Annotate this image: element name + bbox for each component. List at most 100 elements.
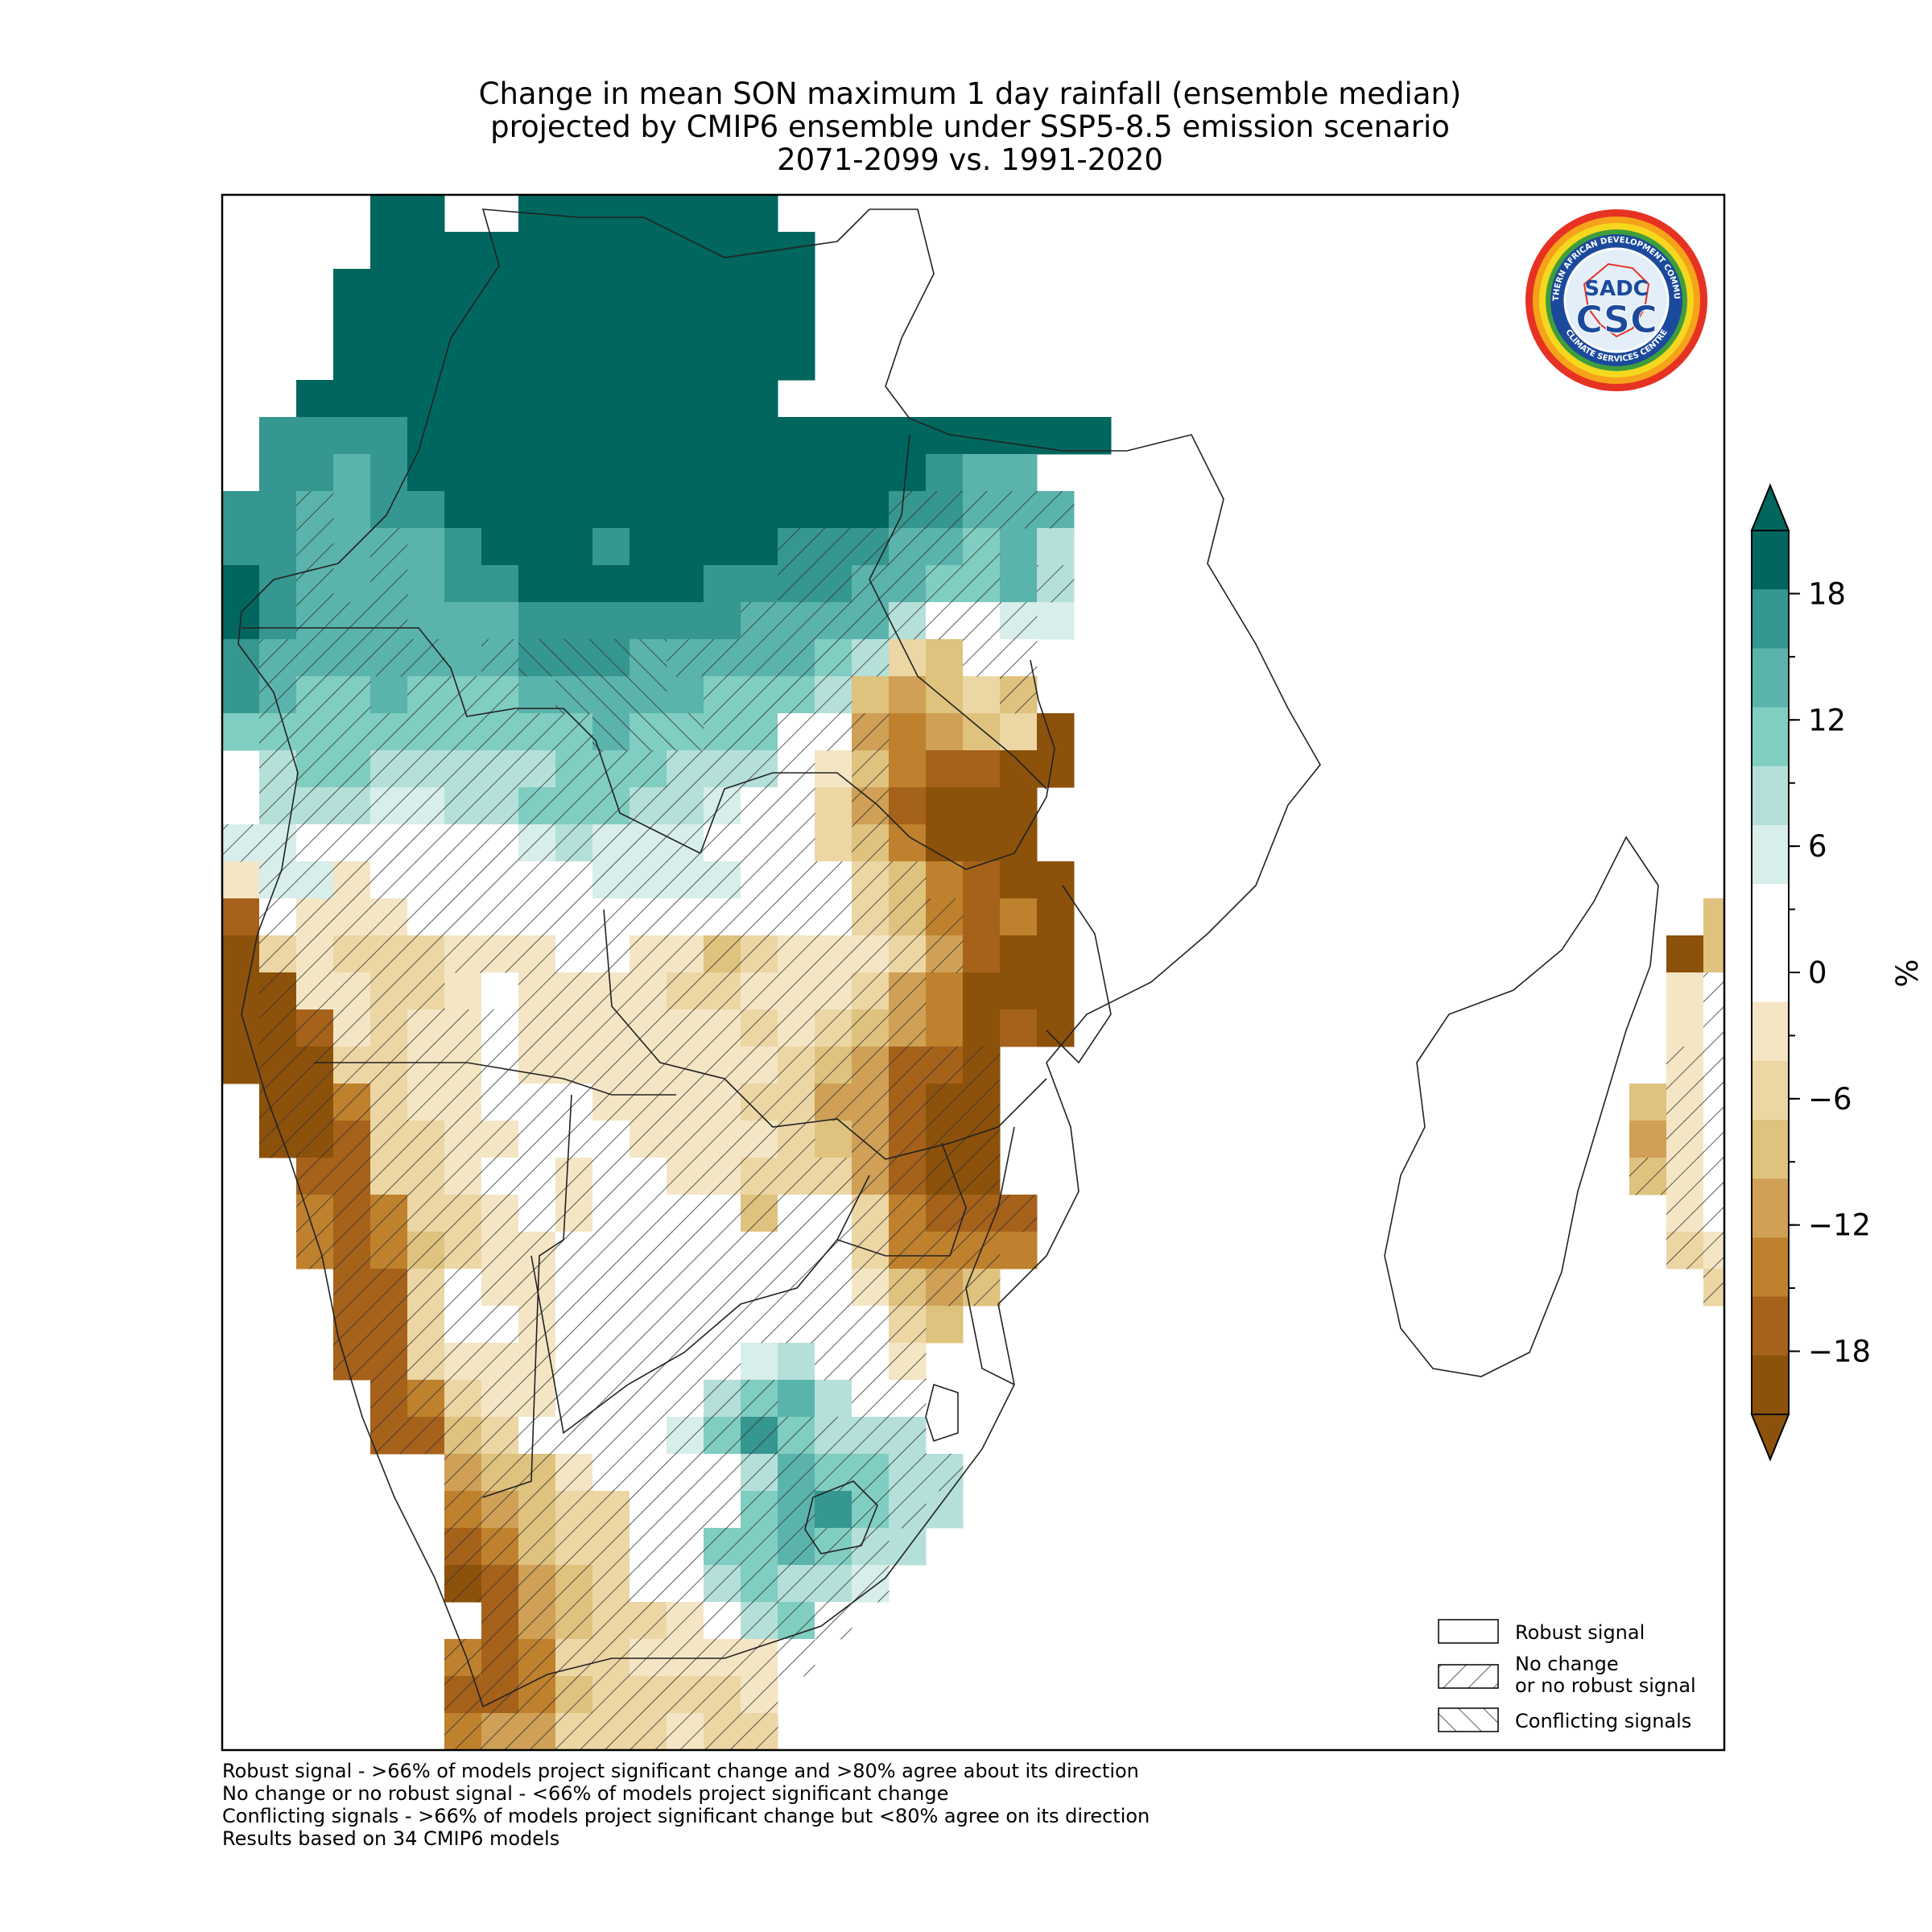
grid-cell: [1037, 861, 1075, 899]
hatch-cell: [778, 676, 815, 714]
hatch-cell: [518, 750, 556, 788]
hatch-cell: [741, 676, 778, 714]
hatch-cell: [296, 565, 334, 603]
grid-cell: [222, 713, 260, 751]
hatch-cell: [704, 1602, 741, 1640]
colorbar-bin: [1752, 1237, 1789, 1298]
hatch-cell: [741, 1158, 778, 1195]
hatch-cell: [333, 1158, 371, 1195]
hatch-cell: [370, 528, 408, 566]
grid-cell: [963, 824, 1001, 862]
hatch-cell: [630, 1084, 667, 1121]
border-tanzania: [869, 434, 1047, 790]
hatch-cell: [333, 898, 371, 936]
hatch-cell: [889, 1121, 927, 1158]
hatch-cell: [481, 1046, 519, 1084]
colorbar-bin: [1752, 825, 1789, 885]
hatch-cell: [852, 713, 890, 751]
grid-cell: [926, 1491, 964, 1529]
grid-cell: [481, 565, 519, 603]
hatch-cell: [704, 1491, 741, 1529]
hatch-cell: [926, 1454, 964, 1492]
hatch-cell: [592, 1713, 630, 1750]
hatch-cell: [741, 1269, 778, 1307]
grid-cell: [518, 565, 556, 603]
grid-cell: [815, 787, 852, 825]
grid-cell: [852, 676, 890, 714]
grid-cell: [926, 1009, 964, 1047]
hatch-cell: [333, 1232, 371, 1269]
grid-cell: [444, 528, 482, 566]
grid-cell: [592, 417, 630, 455]
hatch-cell: [333, 1269, 371, 1307]
hatch-cell: [370, 1009, 408, 1047]
colorbar-bin: [1752, 884, 1789, 943]
hatch-cell: [370, 1046, 408, 1084]
hatch-cell: [481, 750, 519, 788]
grid-cell: [259, 454, 297, 492]
hatch-cell: [778, 1417, 815, 1455]
hatch-cell: [555, 1009, 593, 1047]
hatch-cell: [667, 1232, 704, 1269]
hatch-cell: [444, 861, 482, 899]
hatch-cell: [704, 713, 741, 751]
hatch-cell: [259, 1009, 297, 1047]
grid-cell: [259, 528, 297, 566]
grid-cell: [667, 454, 704, 492]
hatch-cell: [741, 1380, 778, 1418]
grid-cell: [222, 565, 223, 603]
hatch-cell: [259, 898, 297, 936]
grid-cell: [630, 528, 667, 566]
grid-cell: [333, 380, 371, 418]
hatch-cell: [592, 1380, 630, 1418]
grid-cell: [259, 417, 297, 455]
hatch-cell: [444, 1343, 482, 1381]
grid-cell: [704, 602, 741, 640]
colorbar-bin: [1752, 766, 1789, 826]
hatch-cell: [852, 1343, 890, 1381]
hatch-cell: [1852, 972, 1889, 1010]
hatch-cell: [296, 1195, 334, 1232]
grid-cell: [518, 528, 556, 566]
grid-cell: [926, 787, 964, 825]
hatch-cell: [555, 1232, 593, 1269]
hatch-cell: [741, 1491, 778, 1529]
grid-cell: [1037, 528, 1075, 566]
hatch-cell: [852, 750, 890, 788]
hatch-cell: [555, 1269, 593, 1307]
hatch-cell: [704, 1158, 741, 1195]
grid-cell: [259, 565, 297, 603]
hatch-cell: [370, 639, 408, 677]
grid-cell: [444, 417, 482, 455]
hatch-cell: [481, 676, 519, 714]
hatch-cell: [630, 1158, 667, 1195]
hatch-cell: [592, 824, 630, 862]
hatch-cell: [741, 1046, 778, 1084]
hatch-cell: [630, 750, 667, 788]
hatch-cell: [889, 1491, 927, 1529]
hatch-cell: [778, 1009, 815, 1047]
hatch-cell: [592, 676, 630, 714]
border-namibia-botswana: [482, 1094, 572, 1498]
grid-cell: [1666, 1009, 1704, 1047]
hatch-cell: [889, 1306, 927, 1344]
hatch-cell: [1814, 1121, 1852, 1158]
hatch-cell: [444, 1084, 482, 1121]
coastline-madagascar: [1384, 836, 1659, 1377]
hatch-cell: [667, 1121, 704, 1158]
hatch-cell: [370, 935, 408, 973]
hatch-cell: [630, 639, 667, 677]
hatch-cell: [518, 1343, 556, 1381]
colorbar-bin: [1752, 648, 1789, 708]
grid-cell: [963, 861, 1001, 899]
hatch-cell: [555, 824, 593, 862]
grid-cell: [889, 713, 927, 751]
grid-cell: [296, 417, 334, 455]
hatch-cell: [815, 528, 852, 566]
hatch-cell: [889, 1009, 927, 1047]
hatch-cell: [1852, 1084, 1889, 1121]
hatch-cell: [963, 1084, 1001, 1121]
grid-cell: [926, 972, 964, 1010]
hatch-cell: [704, 972, 741, 1010]
